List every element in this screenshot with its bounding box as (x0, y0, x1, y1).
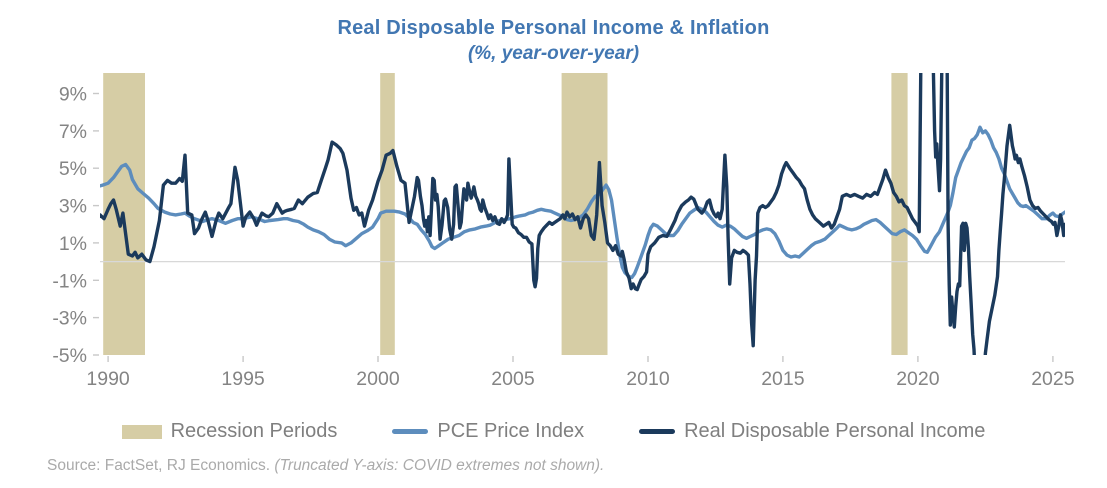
legend-item-pce: PCE Price Index (392, 420, 584, 443)
y-axis-label: 1% (59, 233, 87, 255)
dpi-line-swatch-icon (639, 429, 676, 434)
real-dpi-line (100, 73, 1065, 355)
y-axis-label: -5% (52, 345, 87, 367)
chart-subtitle: (%, year-over-year) (467, 43, 640, 64)
x-axis-label: 2010 (626, 368, 670, 390)
legend-label-recession: Recession Periods (170, 420, 338, 442)
y-axis-label: -3% (52, 308, 87, 330)
recession-swatch-icon (121, 424, 162, 439)
source-note: (Truncated Y-axis: COVID extremes not sh… (274, 457, 605, 474)
chart-title: Real Disposable Personal Income & Inflat… (337, 17, 770, 39)
legend-label-dpi: Real Disposable Personal Income (684, 420, 986, 442)
x-axis-label: 2020 (896, 368, 940, 390)
y-axis-label: -1% (52, 270, 87, 292)
source-prefix: Source: FactSet, RJ Economics. (47, 457, 275, 474)
y-axis-label: 5% (59, 158, 87, 180)
pce-price-index-line (100, 125, 1065, 280)
source-line: Source: FactSet, RJ Economics. (Truncate… (47, 457, 604, 475)
y-axis-label: 3% (59, 196, 87, 218)
chart-legend: Recession Periods PCE Price Index Real D… (0, 420, 1107, 443)
x-axis: 1990 1995 2000 2005 2010 2015 2020 2025 (86, 356, 1075, 390)
y-axis: 9% 7% 5% 3% 1% -1% -3% -5% (52, 84, 99, 367)
y-axis-label: 9% (59, 84, 87, 106)
x-axis-label: 1990 (86, 368, 130, 390)
x-axis-label: 1995 (221, 368, 265, 390)
legend-label-pce: PCE Price Index (437, 420, 585, 442)
x-axis-label: 2000 (356, 368, 400, 390)
x-axis-label: 2025 (1031, 368, 1075, 390)
legend-item-dpi: Real Disposable Personal Income (639, 420, 985, 443)
x-axis-label: 2005 (491, 368, 535, 390)
x-axis-label: 2015 (761, 368, 805, 390)
pce-line-swatch-icon (392, 429, 429, 434)
legend-item-recession: Recession Periods (121, 420, 338, 443)
y-axis-label: 7% (59, 121, 87, 143)
